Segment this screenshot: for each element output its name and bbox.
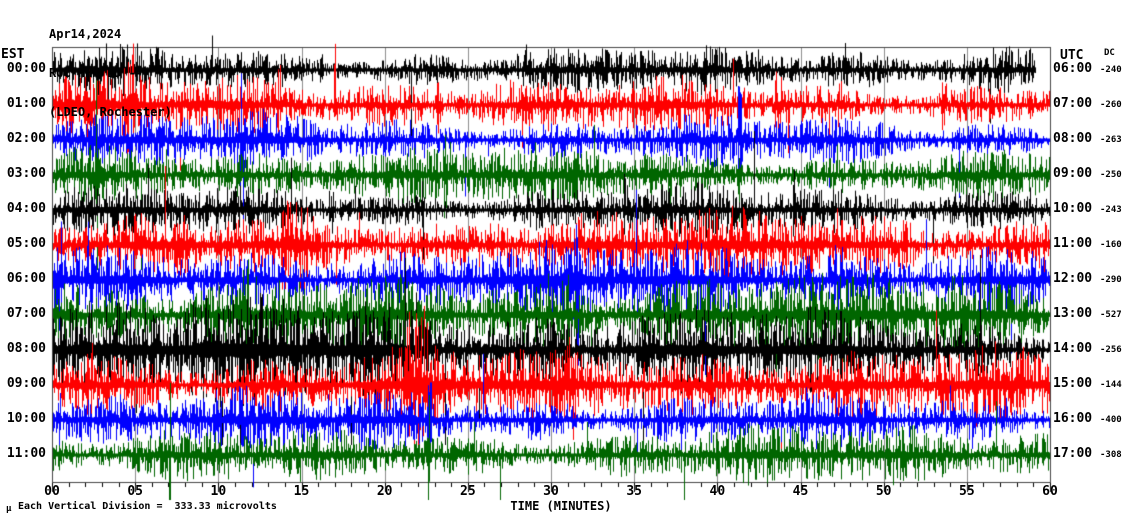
est-hour-label: 07:00: [6, 306, 46, 321]
x-tick-label: 30: [543, 484, 559, 499]
x-tick-label: 40: [709, 484, 726, 499]
utc-hour-label: 09:00: [1053, 166, 1093, 181]
micro-symbol: μ: [6, 504, 12, 514]
dc-offset-value: -308: [1100, 450, 1122, 460]
dc-offset-value: -263: [1100, 135, 1122, 145]
header-date: Apr14,2024: [49, 27, 122, 41]
x-tick-label: 55: [959, 484, 975, 499]
est-hour-label: 02:00: [6, 131, 46, 146]
dc-offset-value: -160: [1100, 240, 1122, 250]
utc-hour-label: 15:00: [1053, 376, 1093, 391]
dc-offset-value: -290: [1100, 275, 1122, 285]
utc-hour-label: 16:00: [1053, 411, 1093, 426]
est-hour-label: 04:00: [6, 201, 46, 216]
dc-offset-value: -250: [1100, 170, 1122, 180]
vertical-division-scale-note: Each Vertical Division = 333.33 microvol…: [18, 501, 277, 512]
utc-hour-label: 08:00: [1053, 131, 1093, 146]
utc-hour-label: 14:00: [1053, 341, 1093, 356]
est-hour-label: 11:00: [6, 446, 46, 461]
est-hour-label: 10:00: [6, 411, 46, 426]
x-tick-label: 25: [460, 484, 476, 499]
x-axis-label: TIME (MINUTES): [510, 499, 612, 513]
est-hour-label: 06:00: [6, 271, 46, 286]
dc-offset-value: -527: [1100, 310, 1122, 320]
dc-offset-value: -400: [1100, 415, 1122, 425]
dc-offset-value: -240: [1100, 65, 1122, 75]
x-tick-label: 35: [626, 484, 642, 499]
dc-offset-value: -260: [1100, 100, 1122, 110]
est-hour-label: 09:00: [6, 376, 46, 391]
plot-header: Apr14,2024 ROC HHN LD -- (LDEO, Rocheste…: [49, 2, 172, 145]
est-hour-label: 05:00: [6, 236, 46, 251]
dc-offset-value: -243: [1100, 205, 1122, 215]
x-tick-label: 15: [293, 484, 310, 499]
x-tick-label: 05: [127, 484, 143, 499]
utc-hour-label: 17:00: [1053, 446, 1093, 461]
utc-hour-label: 07:00: [1053, 96, 1093, 111]
est-hour-label: 03:00: [6, 166, 46, 181]
x-tick-label: 20: [376, 484, 393, 499]
x-tick-label: 00: [44, 484, 60, 499]
est-hour-label: 00:00: [6, 61, 46, 76]
est-hour-label: 01:00: [6, 96, 46, 111]
right-axis-title-utc: UTC: [1060, 48, 1084, 63]
left-axis-title-est: EST: [1, 47, 25, 62]
utc-hour-label: 12:00: [1053, 271, 1093, 286]
est-hour-label: 08:00: [6, 341, 46, 356]
header-network-location: (LDEO, Rochester): [49, 105, 172, 119]
utc-hour-label: 06:00: [1053, 61, 1093, 76]
x-tick-label: 10: [210, 484, 227, 499]
utc-hour-label: 11:00: [1053, 236, 1093, 251]
utc-hour-label: 13:00: [1053, 306, 1093, 321]
x-tick-label: 45: [792, 484, 809, 499]
dc-offset-value: -256: [1100, 345, 1122, 355]
header-station-code: ROC HHN LD --: [49, 66, 143, 80]
utc-hour-label: 10:00: [1053, 201, 1093, 216]
x-tick-label: 60: [1042, 484, 1058, 499]
dc-offset-value: -144: [1100, 380, 1122, 390]
dc-column-title: DC: [1104, 48, 1115, 58]
x-tick-label: 50: [875, 484, 892, 499]
